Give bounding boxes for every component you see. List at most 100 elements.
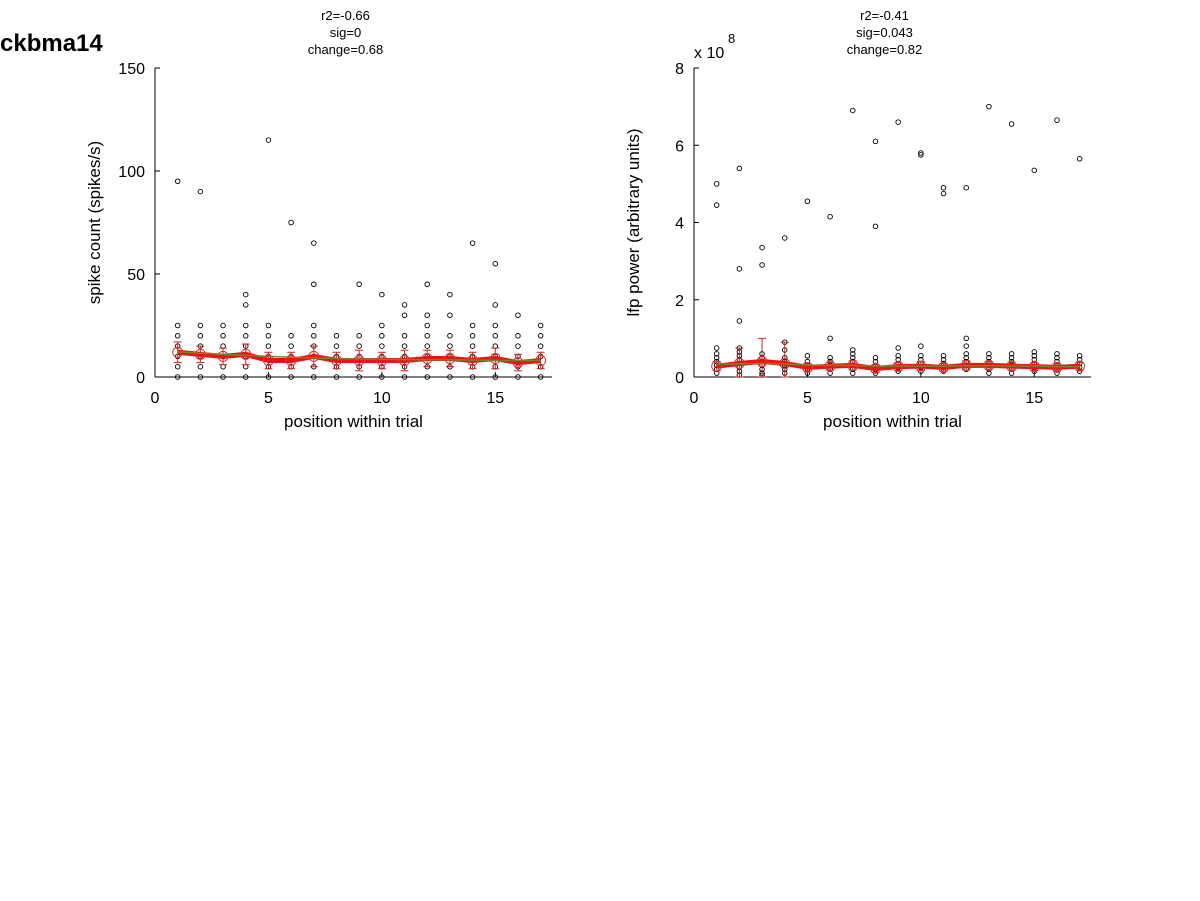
data-point bbox=[736, 266, 743, 272]
data-point bbox=[963, 184, 969, 191]
mean-marker bbox=[711, 360, 723, 372]
data-point bbox=[288, 219, 294, 226]
mean-marker bbox=[194, 348, 206, 360]
data-point bbox=[379, 291, 385, 298]
data-point bbox=[963, 351, 969, 357]
data-point bbox=[265, 333, 272, 339]
data-point bbox=[986, 103, 992, 110]
x-tick-label: 10 bbox=[912, 390, 930, 407]
data-point bbox=[311, 333, 317, 339]
data-point bbox=[986, 351, 992, 357]
data-point bbox=[827, 335, 833, 342]
stat-line: change=0.82 bbox=[847, 42, 923, 57]
data-point bbox=[265, 343, 272, 349]
mean-marker bbox=[444, 352, 456, 364]
y-tick-label: 100 bbox=[118, 164, 145, 181]
fit-line bbox=[716, 362, 1080, 368]
data-point bbox=[1031, 167, 1038, 174]
data-point bbox=[940, 190, 947, 197]
x-tick-label: 0 bbox=[151, 390, 160, 407]
data-point bbox=[356, 374, 362, 380]
mean-marker bbox=[1074, 360, 1086, 372]
data-point bbox=[469, 240, 476, 246]
mean-marker bbox=[421, 352, 433, 364]
x-tick-label: 10 bbox=[373, 390, 391, 407]
data-point bbox=[827, 213, 833, 220]
mean-marker bbox=[535, 355, 547, 367]
data-point bbox=[447, 374, 453, 380]
data-point bbox=[174, 322, 181, 329]
data-point bbox=[174, 374, 181, 380]
exponent-label: x 10 bbox=[694, 45, 724, 62]
data-point bbox=[713, 345, 720, 351]
figure-title: ckbma14 bbox=[0, 30, 103, 57]
mean-marker bbox=[869, 363, 881, 375]
data-point bbox=[220, 333, 226, 339]
data-point bbox=[850, 347, 856, 353]
data-point bbox=[515, 312, 521, 318]
mean-marker bbox=[801, 361, 813, 373]
data-point bbox=[401, 302, 408, 308]
mean-marker bbox=[376, 355, 388, 367]
data-point bbox=[424, 333, 430, 339]
data-point bbox=[713, 202, 720, 208]
mean-marker bbox=[1006, 360, 1018, 372]
mean-marker bbox=[892, 361, 904, 373]
mean-marker bbox=[330, 355, 342, 367]
data-point bbox=[401, 312, 408, 318]
y-tick-label: 0 bbox=[136, 370, 145, 387]
data-point bbox=[804, 198, 811, 205]
data-point bbox=[515, 333, 521, 339]
data-point bbox=[537, 322, 544, 329]
stat-line: sig=0 bbox=[330, 25, 361, 40]
data-point bbox=[379, 343, 385, 349]
data-point bbox=[288, 374, 294, 380]
data-point bbox=[918, 150, 924, 156]
mean-marker bbox=[1028, 361, 1040, 373]
data-point bbox=[492, 333, 499, 339]
data-point bbox=[424, 322, 430, 329]
data-point bbox=[288, 343, 294, 349]
data-point bbox=[872, 223, 879, 230]
data-point bbox=[537, 343, 544, 349]
mean-marker bbox=[938, 361, 950, 373]
data-point bbox=[356, 281, 362, 288]
data-point bbox=[197, 322, 204, 329]
data-point bbox=[197, 333, 204, 339]
data-point bbox=[401, 374, 408, 380]
data-point bbox=[333, 343, 340, 349]
data-point bbox=[401, 333, 408, 339]
data-point bbox=[492, 374, 499, 380]
stat-line: r2=-0.66 bbox=[321, 8, 370, 23]
mean-marker bbox=[217, 350, 229, 362]
chart-2: 0 5 10 15 0 2 4 6 8 position within trial lfp powe… bbox=[624, 8, 1091, 431]
data-point bbox=[379, 374, 385, 380]
data-point bbox=[1054, 351, 1060, 357]
mean-marker bbox=[733, 357, 745, 369]
mean-marker bbox=[512, 357, 524, 369]
data-point bbox=[197, 188, 204, 195]
mean-marker bbox=[399, 355, 411, 367]
x-tick-label: 0 bbox=[690, 390, 699, 407]
data-point bbox=[242, 374, 249, 380]
y-tick-label: 150 bbox=[118, 61, 145, 78]
data-point bbox=[1031, 353, 1038, 359]
x-axis-label: position within trial bbox=[284, 412, 423, 431]
data-point bbox=[424, 281, 430, 288]
data-point bbox=[1008, 121, 1015, 127]
data-point bbox=[379, 333, 385, 339]
data-point bbox=[242, 291, 249, 298]
data-point bbox=[242, 302, 249, 308]
y-tick-label: 2 bbox=[675, 293, 684, 310]
y-tick-label: 6 bbox=[675, 138, 684, 155]
data-point bbox=[424, 343, 430, 349]
x-tick-label: 15 bbox=[486, 390, 504, 407]
data-point bbox=[311, 374, 317, 380]
data-point bbox=[759, 262, 765, 268]
data-point bbox=[447, 312, 453, 318]
data-point bbox=[242, 322, 249, 329]
data-point bbox=[759, 244, 765, 251]
mean-marker bbox=[262, 355, 274, 367]
data-point bbox=[333, 333, 340, 339]
